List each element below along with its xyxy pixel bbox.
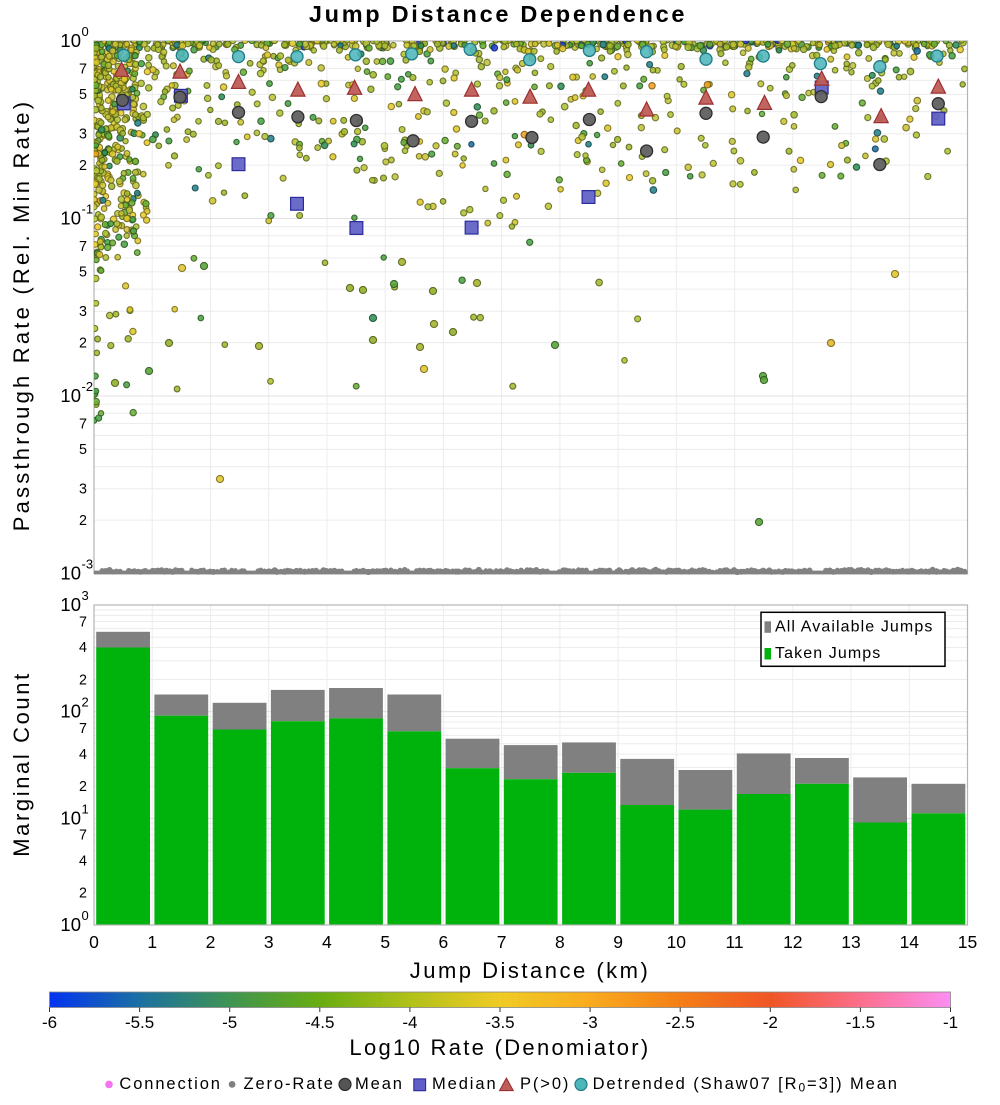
svg-text:2: 2: [79, 513, 87, 529]
svg-text:-3: -3: [583, 1013, 598, 1032]
svg-text:3: 3: [79, 482, 87, 498]
svg-text:2: 2: [79, 335, 87, 351]
svg-text:0: 0: [89, 932, 99, 952]
svg-text:-4: -4: [402, 1013, 417, 1032]
svg-text:5: 5: [79, 87, 87, 103]
svg-text:4: 4: [79, 640, 87, 656]
svg-text:12: 12: [783, 932, 802, 952]
svg-text:7: 7: [79, 61, 87, 77]
svg-text:7: 7: [497, 932, 507, 952]
svg-text:All Available Jumps: All Available Jumps: [775, 619, 933, 636]
svg-text:3: 3: [82, 588, 89, 603]
svg-text:7: 7: [79, 614, 87, 630]
svg-text:Jump Distance Dependence: Jump Distance Dependence: [309, 1, 687, 27]
svg-text:4: 4: [322, 932, 332, 952]
svg-text:10: 10: [60, 914, 81, 935]
svg-text:7: 7: [79, 416, 87, 432]
svg-text:13: 13: [841, 932, 860, 952]
svg-text:14: 14: [900, 932, 920, 952]
svg-text:1: 1: [147, 932, 157, 952]
svg-text:7: 7: [79, 721, 87, 737]
svg-text:Passthrough Rate (Rel. Min Rat: Passthrough Rate (Rel. Min Rate): [9, 99, 34, 532]
svg-text:-1.5: -1.5: [846, 1013, 875, 1032]
svg-text:Median: Median: [432, 1075, 498, 1093]
svg-text:5: 5: [79, 442, 87, 458]
svg-text:1: 1: [82, 801, 89, 816]
svg-text:-4.5: -4.5: [305, 1013, 334, 1032]
svg-text:9: 9: [613, 932, 623, 952]
svg-text:3: 3: [79, 127, 87, 143]
svg-text:7: 7: [79, 239, 87, 255]
svg-text:-1: -1: [943, 1013, 958, 1032]
svg-text:2: 2: [79, 886, 87, 902]
svg-text:15: 15: [958, 932, 977, 952]
svg-text:5: 5: [79, 265, 87, 281]
svg-text:2: 2: [82, 695, 89, 710]
svg-text:8: 8: [555, 932, 565, 952]
svg-text:-1: -1: [82, 202, 94, 217]
svg-text:0: 0: [82, 908, 89, 923]
svg-text:-5: -5: [222, 1013, 237, 1032]
svg-text:-3.5: -3.5: [485, 1013, 514, 1032]
svg-text:2: 2: [79, 158, 87, 174]
svg-text:10: 10: [60, 563, 81, 584]
svg-text:7: 7: [79, 828, 87, 844]
svg-text:2: 2: [79, 779, 87, 795]
svg-text:-2: -2: [763, 1013, 778, 1032]
svg-text:10: 10: [60, 594, 81, 615]
svg-text:Taken Jumps: Taken Jumps: [775, 645, 881, 662]
svg-text:-2.5: -2.5: [666, 1013, 695, 1032]
svg-text:0: 0: [82, 24, 89, 39]
svg-text:5: 5: [380, 932, 390, 952]
svg-text:Jump Distance (km): Jump Distance (km): [410, 958, 651, 983]
svg-text:Detrended (Shaw07 [R0=3]) Mean: Detrended (Shaw07 [R0=3]) Mean: [593, 1075, 899, 1095]
svg-text:2: 2: [206, 932, 216, 952]
svg-text:11: 11: [726, 932, 744, 952]
svg-text:10: 10: [60, 385, 81, 406]
svg-text:4: 4: [79, 854, 87, 870]
svg-text:4: 4: [79, 747, 87, 763]
svg-text:10: 10: [667, 932, 687, 952]
svg-text:10: 10: [60, 701, 81, 722]
svg-text:10: 10: [60, 30, 81, 51]
svg-text:3: 3: [79, 304, 87, 320]
svg-text:Zero-Rate: Zero-Rate: [244, 1075, 335, 1093]
svg-text:6: 6: [439, 932, 449, 952]
svg-text:-5.5: -5.5: [125, 1013, 154, 1032]
svg-text:10: 10: [60, 208, 81, 229]
svg-text:-3: -3: [82, 557, 94, 572]
svg-text:2: 2: [79, 672, 87, 688]
svg-text:Mean: Mean: [355, 1075, 404, 1093]
svg-text:Log10 Rate (Denomiator): Log10 Rate (Denomiator): [349, 1035, 650, 1060]
svg-text:Connection: Connection: [119, 1075, 221, 1093]
svg-text:10: 10: [60, 807, 81, 828]
svg-text:P(>0): P(>0): [520, 1075, 570, 1093]
svg-text:-2: -2: [82, 379, 94, 394]
svg-text:Marginal Count: Marginal Count: [9, 671, 34, 857]
svg-text:3: 3: [264, 932, 274, 952]
svg-text:-6: -6: [42, 1013, 57, 1032]
